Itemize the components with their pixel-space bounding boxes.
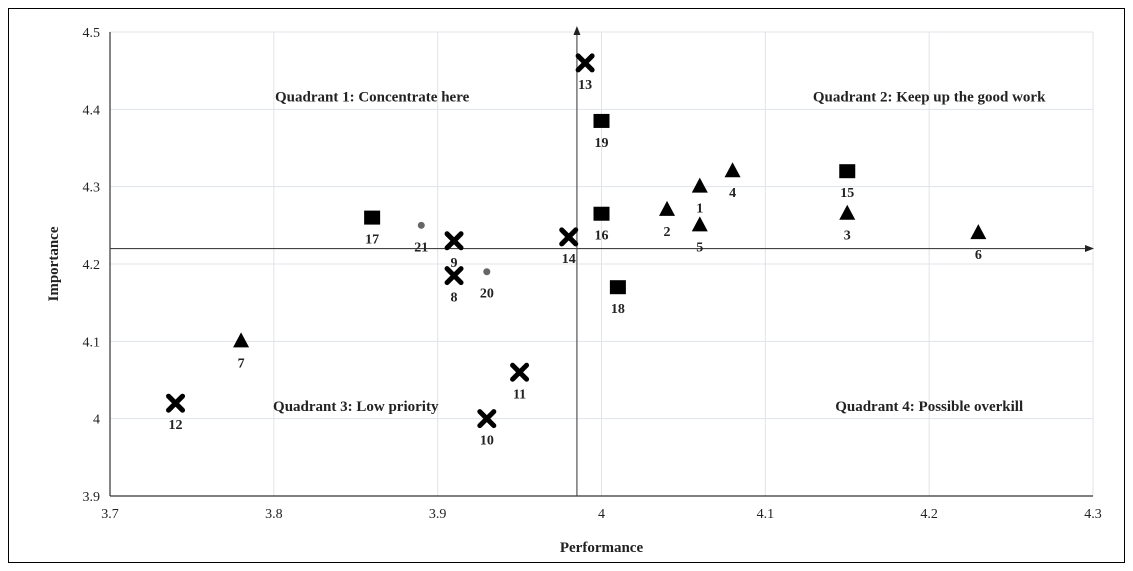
x-axis-title: Performance <box>560 540 644 556</box>
data-point-9: 9 <box>444 231 464 271</box>
data-point-19: 19 <box>593 113 610 151</box>
data-point-15: 15 <box>839 164 856 201</box>
quadrant-label-3: Quadrant 3: Low priority <box>273 399 439 415</box>
x-tick-label: 4.1 <box>757 507 775 522</box>
quadrant-crosshair <box>110 26 1094 496</box>
square-marker <box>593 206 610 221</box>
data-point-label: 3 <box>844 229 851 244</box>
cross-marker <box>444 231 464 251</box>
square-marker <box>364 210 381 225</box>
data-point-13: 13 <box>575 53 595 93</box>
data-point-label: 18 <box>611 302 625 317</box>
data-point-21: 21 <box>414 221 428 255</box>
triangle-marker <box>659 200 676 216</box>
y-axis-title: Importance <box>46 226 62 301</box>
x-tick-label: 4.2 <box>920 507 938 522</box>
data-point-10: 10 <box>477 409 497 449</box>
triangle-marker <box>839 204 856 220</box>
data-point-label: 10 <box>480 434 494 449</box>
dot-marker <box>483 268 491 276</box>
data-point-label: 1 <box>696 202 703 217</box>
cross-marker <box>510 362 530 382</box>
square-marker <box>839 164 856 179</box>
data-point-5: 5 <box>691 216 708 255</box>
y-tick-label: 4.3 <box>83 181 101 196</box>
x-tick-label: 4.3 <box>1084 507 1102 522</box>
data-point-4: 4 <box>724 162 741 201</box>
data-point-6: 6 <box>970 224 987 263</box>
y-tick-label: 4.1 <box>83 335 101 350</box>
data-point-1: 1 <box>691 177 708 217</box>
x-tick-label: 3.8 <box>265 507 283 522</box>
triangle-marker <box>724 162 741 178</box>
data-point-label: 8 <box>451 291 458 306</box>
data-point-label: 17 <box>365 233 379 248</box>
quadrant-label-4: Quadrant 4: Possible overkill <box>835 399 1023 415</box>
y-tick-label: 4.4 <box>83 103 101 118</box>
cross-marker <box>444 266 464 286</box>
data-point-18: 18 <box>609 280 626 317</box>
data-point-label: 9 <box>451 256 458 271</box>
data-point-label: 2 <box>664 225 671 240</box>
square-marker <box>609 280 626 295</box>
cross-marker <box>559 227 579 247</box>
data-point-label: 20 <box>480 287 494 302</box>
data-point-16: 16 <box>593 206 610 244</box>
data-point-label: 19 <box>595 136 609 151</box>
data-point-label: 13 <box>578 78 592 93</box>
data-point-label: 15 <box>840 186 854 201</box>
data-point-11: 11 <box>510 362 530 402</box>
data-point-label: 12 <box>169 418 183 433</box>
data-point-2: 2 <box>659 200 676 240</box>
crosshair-arrow-up <box>573 26 581 35</box>
data-point-8: 8 <box>444 266 464 306</box>
data-point-17: 17 <box>364 210 381 248</box>
data-point-label: 7 <box>238 356 245 371</box>
triangle-marker <box>233 332 250 348</box>
data-point-label: 5 <box>696 240 703 255</box>
crosshair-arrow-right <box>1085 245 1094 253</box>
x-tick-label: 4 <box>598 507 605 522</box>
data-point-label: 11 <box>513 387 526 402</box>
quadrant-labels: Quadrant 1: Concentrate here Quadrant 2: … <box>273 90 1046 415</box>
data-point-20: 20 <box>480 268 494 302</box>
y-tick-label: 3.9 <box>83 490 101 505</box>
square-marker <box>593 113 610 128</box>
data-point-7: 7 <box>233 332 250 371</box>
chart-frame <box>8 8 1125 563</box>
quadrant-label-2: Quadrant 2: Keep up the good work <box>813 90 1046 106</box>
data-point-label: 16 <box>595 229 609 244</box>
y-tick-label: 4 <box>93 413 100 428</box>
data-point-12: 12 <box>166 393 186 433</box>
y-tick-label: 4.2 <box>83 258 101 273</box>
grid-lines <box>109 31 1094 497</box>
axes <box>109 32 1093 497</box>
triangle-marker <box>691 216 708 232</box>
data-point-label: 6 <box>975 248 982 263</box>
triangle-marker <box>970 224 987 240</box>
cross-marker <box>477 409 497 429</box>
cross-marker <box>575 53 595 73</box>
dot-marker <box>417 221 425 229</box>
y-tick-label: 4.5 <box>83 26 101 41</box>
quadrant-label-1: Quadrant 1: Concentrate here <box>275 90 470 106</box>
x-tick-label: 3.7 <box>101 507 119 522</box>
data-point-3: 3 <box>839 204 856 244</box>
triangle-marker <box>691 177 708 193</box>
data-point-14: 14 <box>559 227 579 267</box>
cross-marker <box>166 393 186 413</box>
tick-labels: 3.7 3.8 3.9 4 4.1 4.2 4.3 3.9 4 4.1 4.2 4.3 4.4 4.5 <box>83 26 1102 522</box>
data-point-label: 21 <box>414 240 428 255</box>
data-point-label: 4 <box>729 186 736 201</box>
data-point-label: 14 <box>562 252 576 267</box>
x-tick-label: 3.9 <box>429 507 447 522</box>
